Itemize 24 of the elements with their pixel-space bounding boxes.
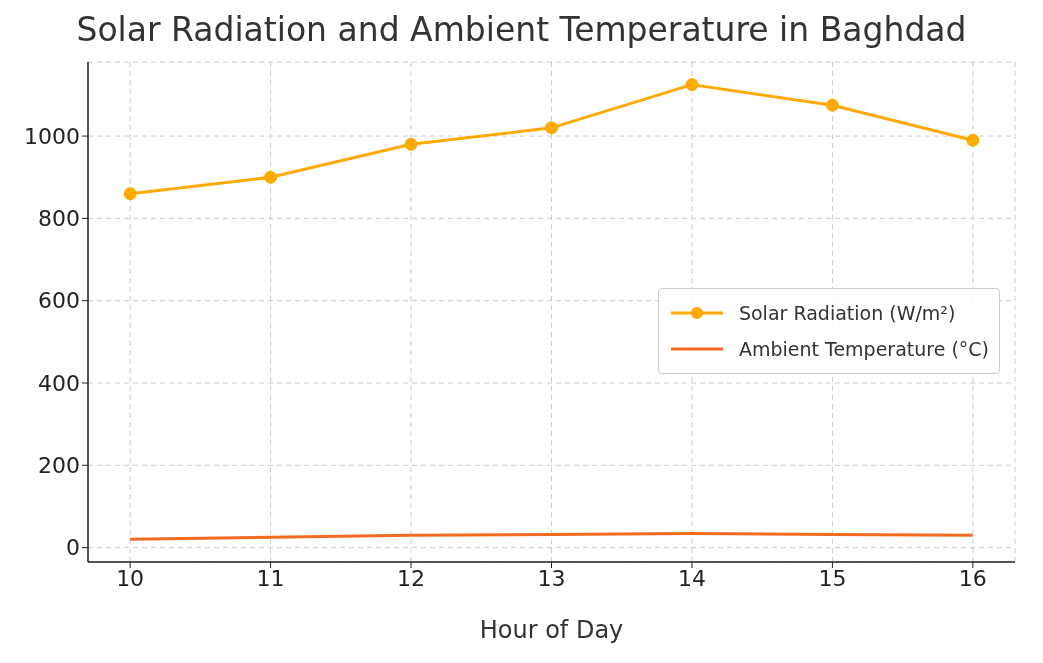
- x-axis-title: Hour of Day: [479, 616, 624, 644]
- x-tick-label: 12: [397, 565, 426, 591]
- point: [966, 133, 980, 147]
- point: [685, 78, 699, 92]
- y-tick-label: 600: [38, 288, 80, 314]
- y-tick-label: 200: [38, 453, 80, 479]
- x-tick-label: 13: [537, 565, 566, 591]
- point: [123, 187, 137, 201]
- point: [545, 121, 558, 135]
- point: [264, 170, 278, 184]
- chart-title: Solar Radiation and Ambient Temperature in Baghdad: [75, 9, 968, 51]
- y-tick-label: 0: [66, 535, 80, 561]
- x-tick-label: 16: [958, 565, 987, 591]
- y-tick-label: 1000: [24, 123, 80, 149]
- x-tick-label: 10: [116, 565, 145, 591]
- point: [404, 137, 418, 151]
- x-tick-label: 11: [256, 565, 285, 591]
- x-tick-label: 14: [677, 565, 706, 591]
- y-tick-label: 400: [38, 370, 80, 396]
- y-tick-label: 800: [38, 206, 80, 232]
- point: [825, 98, 839, 112]
- x-tick-label: 15: [818, 565, 847, 591]
- legend-label: Ambient Temperature (°C): [738, 338, 989, 360]
- legend-label: Solar Radiation (W/m²): [738, 302, 956, 324]
